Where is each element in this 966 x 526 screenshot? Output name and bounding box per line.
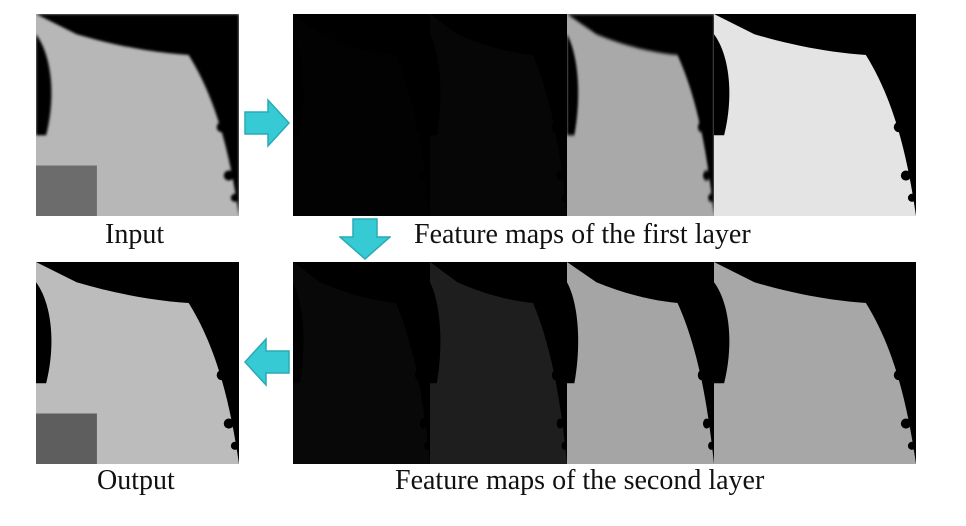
input-wing-image: .a1 .vn{fill:#262626;stroke:#262626}.a1 …	[36, 14, 239, 216]
first-layer-label: Feature maps of the first layer	[414, 219, 751, 250]
arrow-down-icon	[339, 218, 391, 260]
output-label: Output	[97, 465, 175, 496]
second-layer-map-4: .s4 .vn{fill:none;stroke:#f4f4f4}.s4 .sp…	[714, 262, 916, 464]
second-layer-label: Feature maps of the second layer	[395, 465, 765, 496]
second-layer-map-2: .s2 .vn{fill:none;stroke:#8c8c8c}.s2 .sp…	[430, 262, 567, 464]
second-layer-map-3: .s3 .vn{fill:#000;stroke:#000}.s3 .sp{fi…	[567, 262, 714, 464]
first-layer-map-1: .b1 .vn{fill:none;stroke:#9a9a9a}.b1 .sp…	[293, 14, 430, 216]
second-layer-map-1: .s1 .vn{fill:none;stroke:#7a7a7a}.s1 .sp…	[293, 262, 430, 464]
arrow-left-icon	[244, 337, 290, 387]
first-layer-map-2: .b2 .vn{fill:none;stroke:#cfcfcf}.b2 .sp…	[430, 14, 567, 216]
input-label: Input	[105, 219, 165, 250]
output-image: .o1 .vn{fill:#1b1b1b;stroke:#1b1b1b}.o1 …	[36, 262, 239, 464]
first-layer-map-4: .b4 .vn{fill:#0c0c0c;stroke:#0c0c0c}.b4 …	[714, 14, 916, 216]
first-layer-map-3: .b3 .vn{fill:#6a6a6a;stroke:#6a6a6a}.b3 …	[567, 14, 714, 216]
input-image: .a1 .vn{fill:#262626;stroke:#262626}.a1 …	[36, 14, 239, 216]
arrow-right-icon	[244, 98, 290, 148]
